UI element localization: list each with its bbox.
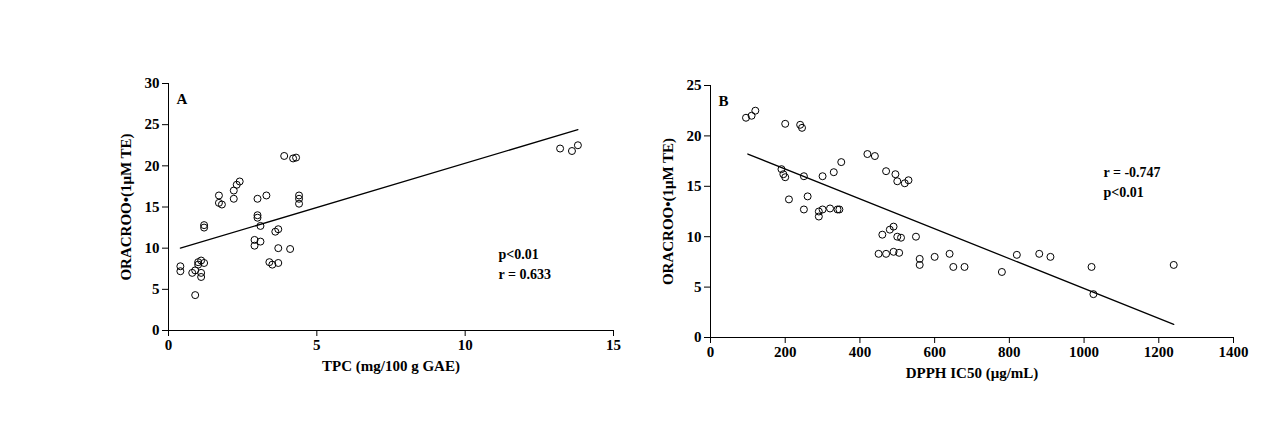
svg-text:600: 600	[923, 344, 946, 360]
svg-text:5: 5	[313, 337, 321, 353]
svg-text:TPC (mg/100 g GAE): TPC (mg/100 g GAE)	[322, 358, 460, 375]
svg-text:30: 30	[145, 75, 160, 91]
svg-text:A: A	[177, 91, 188, 107]
svg-text:15: 15	[606, 337, 621, 353]
svg-text:0: 0	[165, 337, 173, 353]
svg-text:15: 15	[145, 199, 160, 215]
svg-text:0: 0	[694, 329, 702, 345]
svg-text:1000: 1000	[1069, 344, 1099, 360]
svg-text:20: 20	[687, 128, 702, 144]
svg-text:25: 25	[145, 116, 160, 132]
svg-text:5: 5	[152, 281, 160, 297]
svg-text:DPPH IC50 (μg/mL): DPPH IC50 (μg/mL)	[906, 365, 1039, 382]
svg-text:400: 400	[849, 344, 872, 360]
svg-text:10: 10	[687, 229, 702, 245]
svg-text:200: 200	[774, 344, 797, 360]
svg-text:r = 0.633: r = 0.633	[499, 267, 551, 282]
svg-text:B: B	[719, 93, 729, 109]
svg-text:0: 0	[152, 322, 160, 338]
svg-text:r = -0.747: r = -0.747	[1104, 165, 1161, 180]
svg-text:p<0.01: p<0.01	[499, 247, 539, 262]
svg-text:10: 10	[458, 337, 473, 353]
svg-text:20: 20	[145, 158, 160, 174]
svg-text:ORACROO•(1μM TE): ORACROO•(1μM TE)	[118, 133, 135, 280]
svg-text:ORACROO•(1μM TE): ORACROO•(1μM TE)	[660, 138, 677, 285]
svg-text:p<0.01: p<0.01	[1104, 185, 1144, 200]
svg-text:15: 15	[687, 178, 702, 194]
svg-text:800: 800	[998, 344, 1021, 360]
svg-text:25: 25	[687, 77, 702, 93]
svg-text:10: 10	[145, 240, 160, 256]
svg-text:0: 0	[707, 344, 715, 360]
svg-text:1200: 1200	[1144, 344, 1174, 360]
svg-text:5: 5	[694, 279, 702, 295]
svg-text:1400: 1400	[1219, 344, 1249, 360]
